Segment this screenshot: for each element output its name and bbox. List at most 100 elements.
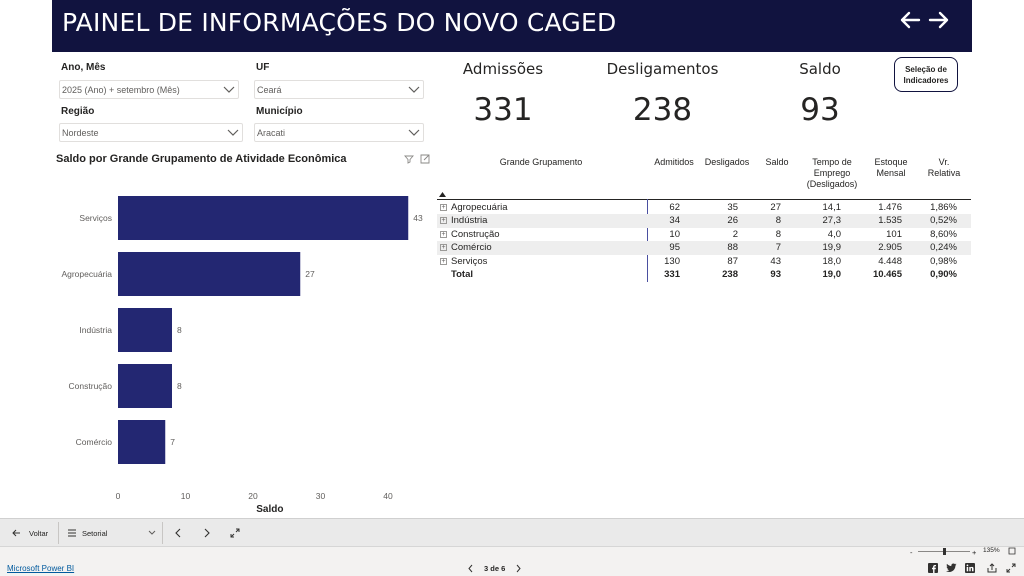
separator bbox=[58, 522, 59, 544]
bar[interactable] bbox=[118, 308, 172, 352]
table-row[interactable]: + Comércio 95 88 7 19,9 2.905 0,24% bbox=[437, 241, 971, 255]
filter-ano-mes: Ano, Mês bbox=[61, 62, 105, 73]
th-estoque-l1: Estoque bbox=[874, 157, 908, 167]
cell-desligados: 238 bbox=[722, 269, 738, 280]
category-label: Comércio bbox=[76, 437, 113, 447]
chevron-right-icon[interactable] bbox=[515, 564, 522, 573]
zoom-in-button[interactable]: + bbox=[972, 548, 977, 557]
linkedin-icon[interactable] bbox=[965, 563, 975, 573]
table-row[interactable]: + Serviços 130 87 43 18,0 4.448 0,98% bbox=[437, 255, 971, 268]
kpi-saldo-value: 93 bbox=[800, 92, 840, 128]
chevron-down-icon bbox=[227, 129, 239, 136]
cell-desligados: 26 bbox=[727, 215, 738, 227]
cell-vr: 0,24% bbox=[930, 242, 957, 254]
chevron-left-icon[interactable] bbox=[467, 564, 474, 573]
th-tempo-l3: (Desligados) bbox=[806, 179, 858, 189]
cell-estoque: 4.448 bbox=[878, 255, 902, 267]
chevron-down-icon bbox=[408, 86, 420, 93]
expand-icon[interactable]: + bbox=[440, 230, 447, 238]
filter-regiao: Região bbox=[61, 106, 94, 117]
x-tick-label: 0 bbox=[116, 491, 121, 501]
chart-title: Saldo por Grande Grupamento de Atividade… bbox=[56, 153, 347, 165]
cell-tempo: 4,0 bbox=[827, 228, 841, 240]
x-tick-label: 40 bbox=[383, 491, 393, 501]
fullscreen-icon[interactable] bbox=[1006, 563, 1016, 573]
bar[interactable] bbox=[118, 196, 409, 240]
filter-regiao-label: Região bbox=[61, 106, 95, 117]
kpi-desligamentos-value: 238 bbox=[632, 92, 693, 128]
fullscreen-icon[interactable] bbox=[230, 528, 240, 538]
table-header-divider bbox=[437, 199, 971, 200]
zoom-out-button[interactable]: - bbox=[910, 548, 913, 557]
filter-uf-dropdown[interactable]: Ceará bbox=[254, 80, 424, 99]
page-selector-label[interactable]: Setorial bbox=[82, 529, 108, 538]
filter-uf: UF bbox=[256, 62, 269, 73]
chevron-left-icon[interactable] bbox=[174, 528, 182, 538]
kpi-saldo-label: Saldo bbox=[799, 60, 841, 78]
bar[interactable] bbox=[118, 364, 172, 408]
cell-desligados: 35 bbox=[727, 202, 738, 213]
cell-estoque: 1.535 bbox=[878, 215, 902, 227]
expand-icon[interactable]: + bbox=[440, 244, 447, 252]
arrow-left-icon[interactable] bbox=[11, 528, 21, 538]
kpi-admissoes-value: 331 bbox=[473, 92, 533, 128]
cell-admitidos: 331 bbox=[664, 269, 680, 280]
data-label: 27 bbox=[305, 269, 315, 279]
expand-icon[interactable]: + bbox=[440, 257, 447, 265]
filter-municipio-value: Aracati bbox=[257, 128, 286, 138]
filter-ano-mes-dropdown[interactable]: 2025 (Ano) + setembro (Mês) bbox=[59, 80, 239, 99]
fit-page-icon[interactable] bbox=[1008, 547, 1016, 555]
x-tick-label: 20 bbox=[248, 491, 258, 501]
cell-tempo: 14,1 bbox=[822, 202, 842, 213]
zoom-level: 135% bbox=[983, 547, 1000, 554]
table-row[interactable]: + Indústria 34 26 8 27,3 1.535 0,52% bbox=[437, 214, 971, 228]
th-desligados: Desligados bbox=[704, 157, 750, 167]
voltar-button[interactable]: Voltar bbox=[29, 529, 49, 538]
category-label: Agropecuária bbox=[61, 269, 112, 279]
cell-admitidos: 95 bbox=[669, 242, 680, 254]
facebook-icon[interactable] bbox=[928, 563, 938, 573]
row-grupamento: Agropecuária bbox=[451, 202, 508, 213]
arrow-left-icon[interactable] bbox=[897, 8, 923, 38]
twitter-icon[interactable] bbox=[946, 563, 957, 573]
cell-desligados: 2 bbox=[732, 228, 738, 240]
row-grupamento: Serviços bbox=[451, 255, 488, 267]
filter-icon[interactable] bbox=[404, 154, 414, 164]
filter-municipio: Município bbox=[256, 106, 303, 117]
selecao-indicadores-button[interactable]: Seleção de Indicadores bbox=[894, 57, 958, 92]
arrow-right-icon[interactable] bbox=[926, 8, 952, 38]
chevron-right-icon[interactable] bbox=[203, 528, 211, 538]
bar[interactable] bbox=[118, 252, 301, 296]
cell-tempo: 19,0 bbox=[822, 269, 842, 280]
chevron-down-icon bbox=[223, 86, 235, 93]
table-column-divider bbox=[647, 199, 648, 282]
power-bi-link[interactable]: Microsoft Power BI bbox=[7, 564, 75, 573]
filter-uf-value: Ceará bbox=[257, 85, 282, 95]
filter-municipio-dropdown[interactable]: Aracati bbox=[254, 123, 424, 142]
cell-desligados: 87 bbox=[727, 255, 738, 267]
filter-ano-mes-label: Ano, Mês bbox=[61, 62, 106, 73]
bar[interactable] bbox=[118, 420, 166, 464]
expand-icon[interactable]: + bbox=[440, 204, 447, 211]
cell-estoque: 101 bbox=[886, 228, 902, 240]
cell-saldo: 43 bbox=[770, 255, 781, 267]
page-title: PAINEL DE INFORMAÇÕES DO NOVO CAGED bbox=[62, 8, 617, 37]
cell-estoque: 2.905 bbox=[878, 242, 902, 254]
zoom-slider-thumb[interactable] bbox=[943, 548, 946, 555]
share-icon[interactable] bbox=[987, 563, 997, 573]
focus-mode-icon[interactable] bbox=[420, 154, 430, 164]
cell-admitidos: 62 bbox=[669, 202, 680, 213]
th-admitidos: Admitidos bbox=[654, 157, 694, 167]
filter-regiao-dropdown[interactable]: Nordeste bbox=[59, 123, 243, 142]
cell-tempo: 19,9 bbox=[822, 242, 842, 254]
chevron-down-icon[interactable] bbox=[148, 529, 156, 537]
table-row[interactable]: + Agropecuária 62 35 27 14,1 1.476 1,86% bbox=[437, 201, 971, 214]
cell-admitidos: 130 bbox=[664, 255, 680, 267]
table-row[interactable]: + Construção 10 2 8 4,0 101 8,60% bbox=[437, 228, 971, 241]
expand-icon[interactable]: + bbox=[440, 217, 447, 225]
category-label: Serviços bbox=[79, 213, 112, 223]
x-axis-label: Saldo bbox=[256, 504, 283, 515]
kpi-admissoes-label: Admissões bbox=[462, 60, 544, 78]
sort-ascending-icon[interactable] bbox=[439, 192, 446, 197]
